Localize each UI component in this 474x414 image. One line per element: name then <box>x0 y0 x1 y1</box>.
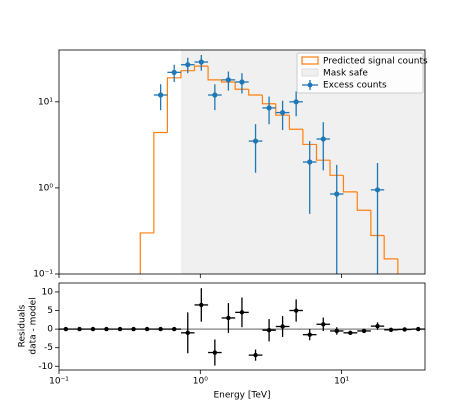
step <box>302 129 317 146</box>
bottom-frame <box>58 282 426 371</box>
step <box>397 258 399 274</box>
point <box>212 92 218 98</box>
step <box>207 66 222 81</box>
point <box>185 330 190 336</box>
y-tick-label: -5 <box>44 343 53 353</box>
legend-label: Predicted signal counts <box>323 57 428 67</box>
point <box>104 326 109 332</box>
step <box>383 235 398 260</box>
point <box>144 326 150 332</box>
point <box>266 328 272 333</box>
step <box>248 89 263 96</box>
point <box>307 159 313 165</box>
point <box>77 326 82 332</box>
x-tick-label: 10⁻¹ <box>49 377 69 387</box>
point <box>334 328 339 334</box>
point <box>388 327 394 333</box>
point <box>225 77 232 83</box>
point <box>63 326 69 332</box>
point <box>172 326 177 332</box>
point <box>253 352 258 358</box>
step <box>153 131 168 233</box>
bottom-plot <box>59 288 425 366</box>
point <box>348 330 353 336</box>
legend-label: Mask safe <box>323 69 368 79</box>
step <box>221 79 236 83</box>
point <box>252 138 259 144</box>
step <box>180 70 195 78</box>
y-tick-label: 10⁻¹ <box>33 270 53 280</box>
y-tick-label: 0 <box>47 325 53 335</box>
x-tick-label: 10⁰ <box>193 377 208 387</box>
step <box>139 232 154 274</box>
legend-swatch <box>301 56 319 65</box>
step <box>329 160 344 176</box>
point <box>375 323 380 329</box>
point <box>199 302 204 308</box>
y-tick-label: 10¹ <box>38 97 53 107</box>
y-tick-label: 10⁰ <box>38 183 53 193</box>
step <box>193 65 209 71</box>
y-tick-label: -10 <box>38 362 53 372</box>
legend-label: Excess counts <box>323 81 387 91</box>
point <box>226 315 231 321</box>
y-tick-label: 5 <box>47 306 53 316</box>
point <box>131 326 136 332</box>
point <box>239 79 245 85</box>
step <box>234 81 249 90</box>
legend: Predicted signal counts Mask safe Excess c… <box>296 52 428 94</box>
step <box>370 210 385 237</box>
point <box>158 92 164 98</box>
point <box>239 310 245 315</box>
step <box>315 144 331 161</box>
point <box>279 109 286 116</box>
point <box>90 326 96 332</box>
top-frame <box>58 49 426 275</box>
point <box>321 322 326 327</box>
step <box>166 77 182 133</box>
x-tick-label: 10¹ <box>334 377 349 387</box>
point <box>280 324 285 329</box>
x-axis-label: Energy [TeV] <box>213 391 270 401</box>
point <box>293 308 299 313</box>
point <box>320 136 326 142</box>
point <box>185 62 191 68</box>
point <box>117 326 123 332</box>
legend-box <box>296 52 424 94</box>
y-axis-label: data - model <box>29 297 39 354</box>
step <box>261 95 276 105</box>
step <box>356 191 371 211</box>
point <box>334 191 340 197</box>
point <box>374 187 381 193</box>
point <box>293 99 299 105</box>
y-tick-label: 10 <box>42 287 54 297</box>
point <box>416 326 421 332</box>
step <box>275 103 290 116</box>
point <box>198 59 204 65</box>
point <box>158 326 163 332</box>
y-axis-label: Residuals <box>18 304 28 347</box>
point <box>171 69 177 75</box>
legend-swatch <box>301 68 319 77</box>
legend-swatch <box>307 82 313 88</box>
point <box>212 350 218 355</box>
point <box>361 328 367 334</box>
point <box>307 332 312 337</box>
step <box>288 115 303 130</box>
step <box>342 175 358 193</box>
point <box>402 327 407 332</box>
point <box>266 105 272 111</box>
